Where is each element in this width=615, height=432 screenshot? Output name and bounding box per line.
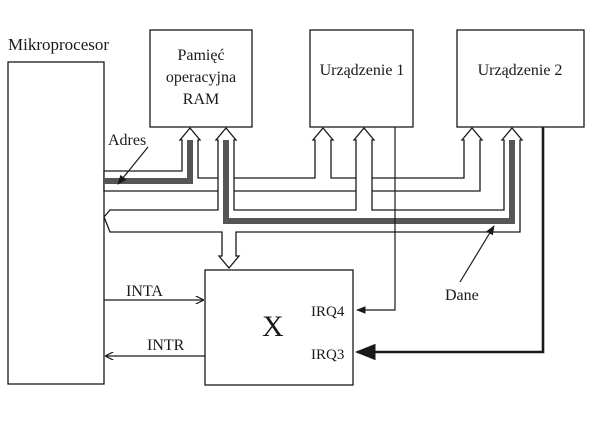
ram-label-line1: Pamięć <box>177 47 224 64</box>
ram-label-line2: operacyjna <box>166 69 236 86</box>
device-1-box <box>309 29 414 128</box>
data-bus <box>103 126 524 270</box>
controller-x-label: X <box>262 310 284 343</box>
adres-pointer <box>117 146 149 185</box>
intr-label: INTR <box>147 337 185 354</box>
interrupt-controller-box <box>204 269 354 386</box>
address-bus <box>103 126 484 192</box>
device-2-box <box>456 29 585 128</box>
cpu-box <box>7 61 105 385</box>
device-1-label: Urządzenie 1 <box>320 62 405 79</box>
ram-label-line3: RAM <box>183 91 219 108</box>
irq3-label: IRQ3 <box>311 347 344 363</box>
irq3-line <box>354 127 545 361</box>
cpu-label: Mikroprocesor <box>8 35 109 54</box>
device-2-label: Urządzenie 2 <box>478 62 563 79</box>
dane-label: Dane <box>445 287 479 304</box>
irq4-label: IRQ4 <box>311 304 345 320</box>
data-highlight-path <box>223 140 515 224</box>
inta-label: INTA <box>126 283 163 300</box>
irq4-line <box>356 127 396 314</box>
adres-label: Adres <box>108 132 146 149</box>
address-highlight-path <box>104 140 193 184</box>
dane-pointer <box>459 225 495 283</box>
ram-box <box>149 29 253 128</box>
